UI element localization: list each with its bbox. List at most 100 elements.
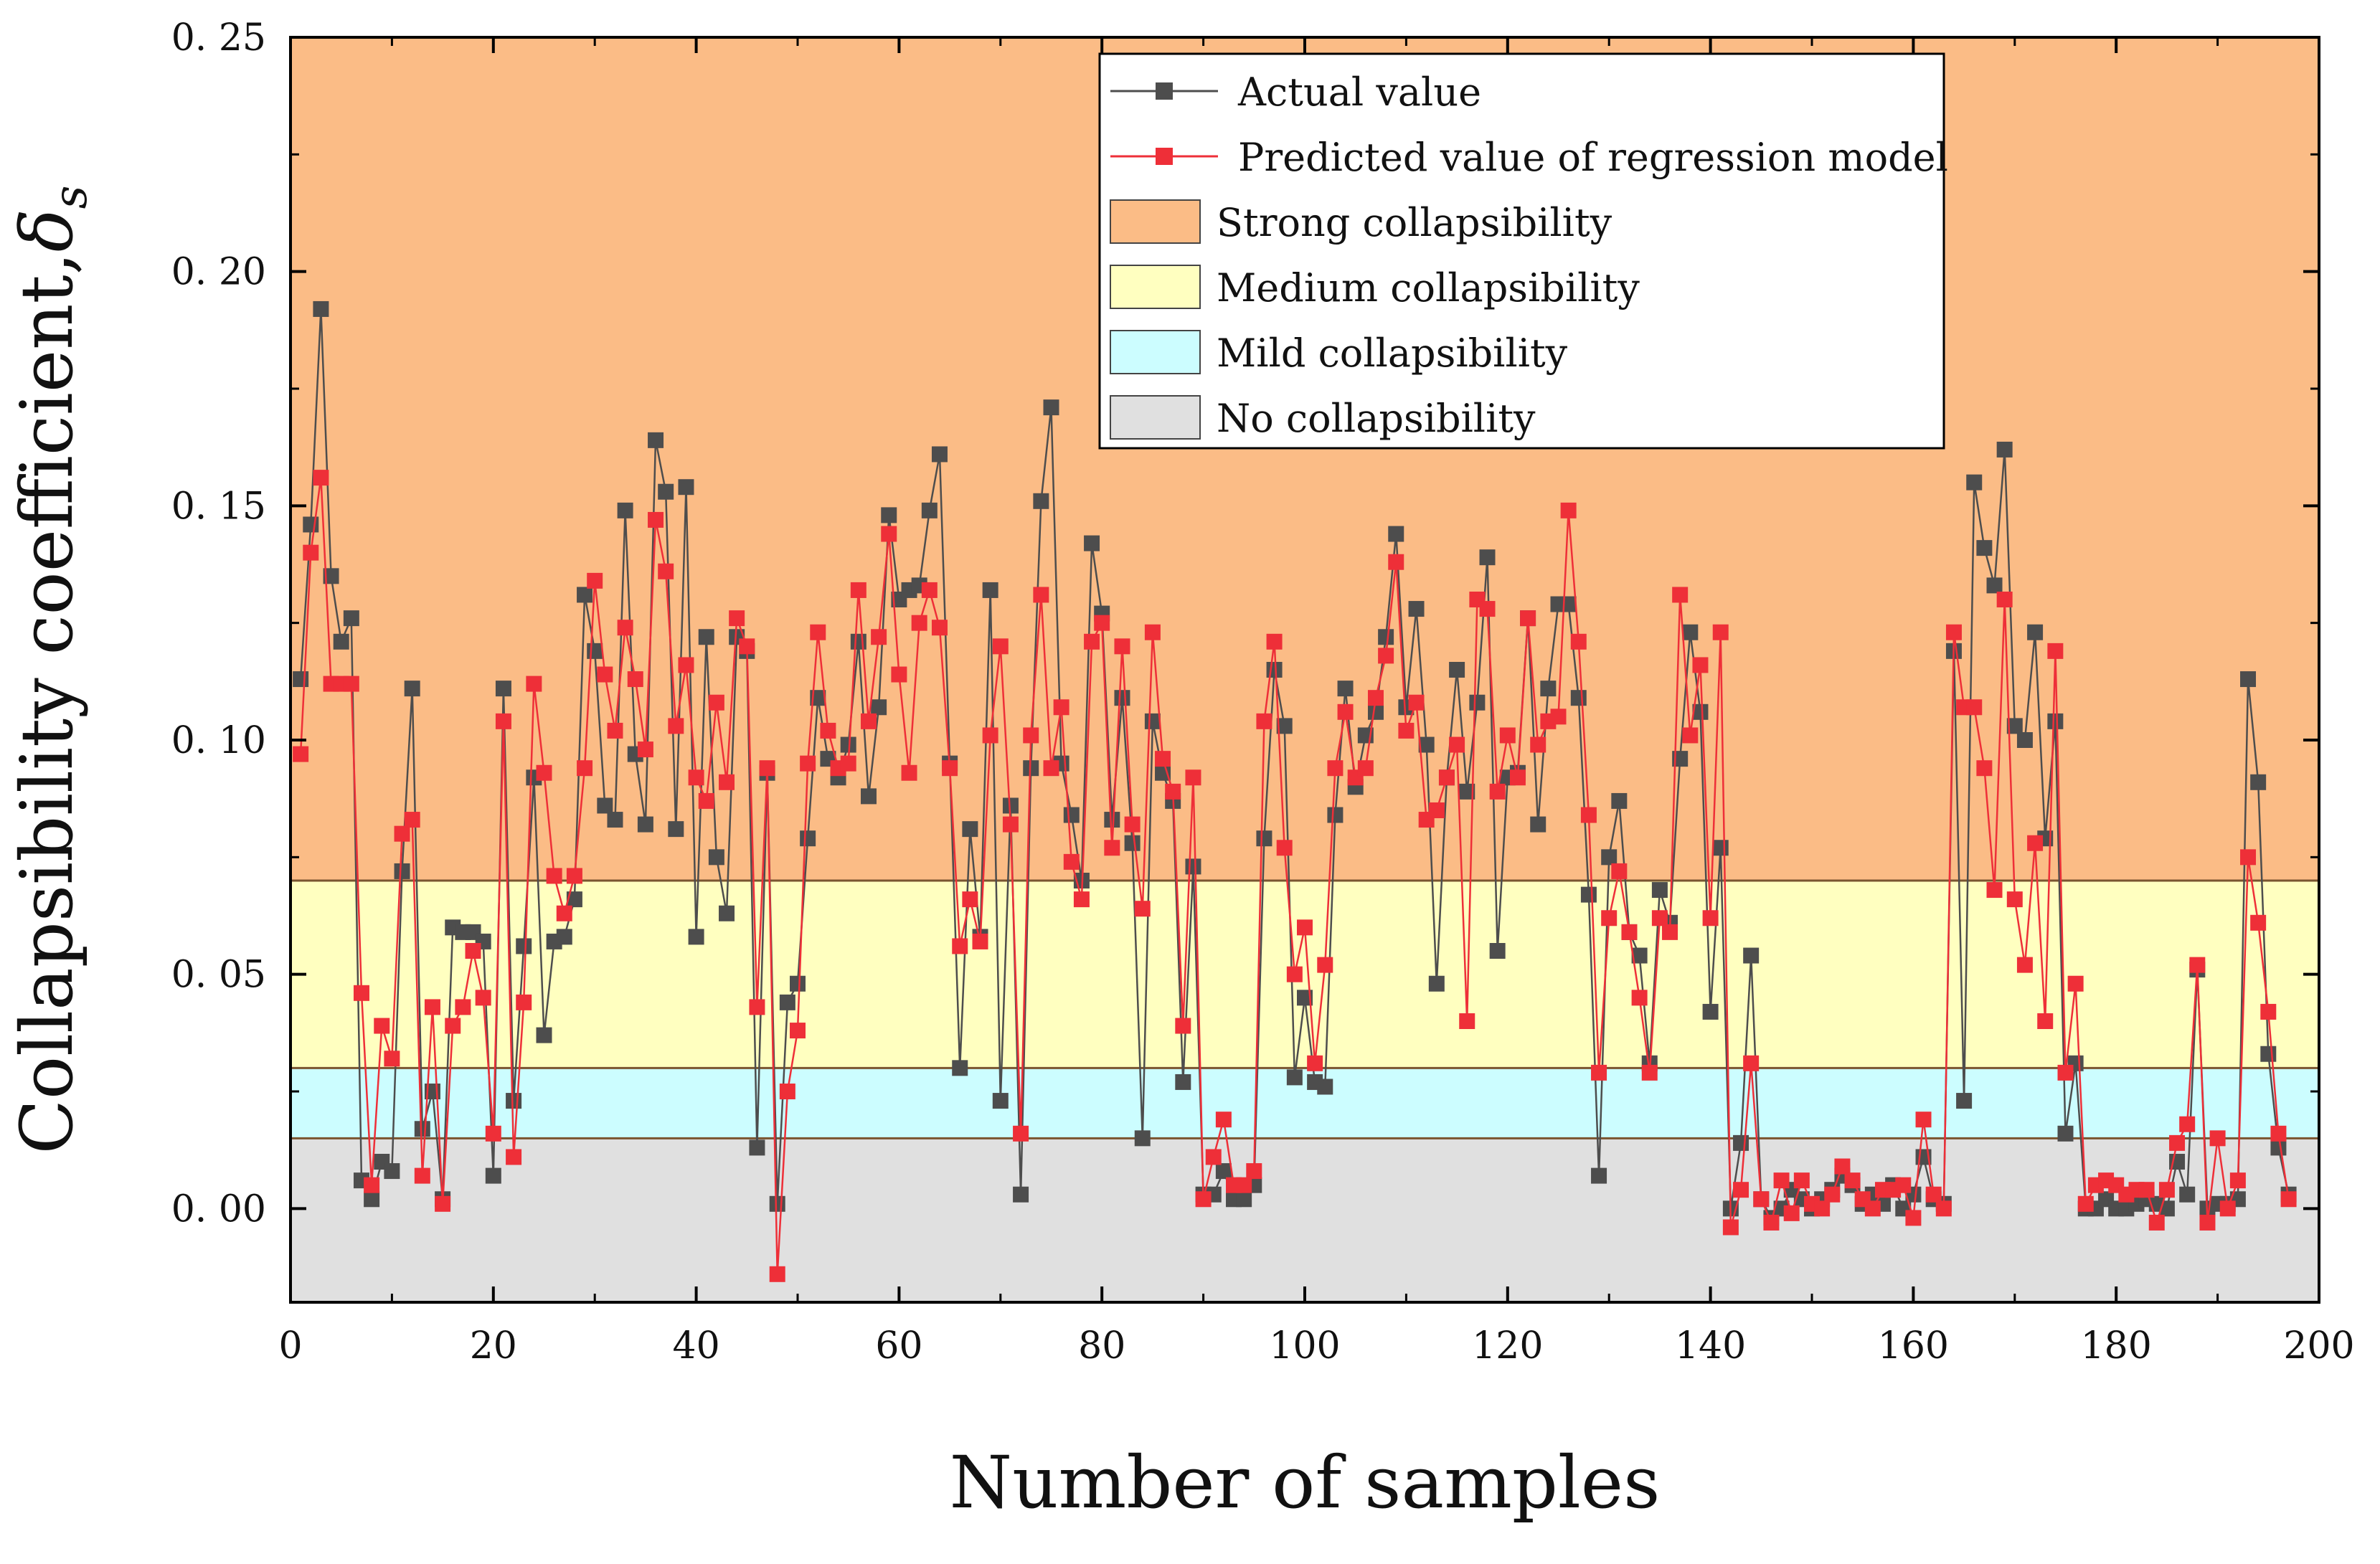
- data-point: [860, 788, 877, 805]
- data-point: [972, 933, 988, 949]
- data-point: [1591, 1064, 1607, 1081]
- data-point: [475, 990, 491, 1006]
- data-point: [1459, 783, 1475, 800]
- data-point: [1297, 919, 1313, 936]
- x-tick-label: 0: [278, 1324, 302, 1368]
- data-point: [1733, 1182, 1749, 1198]
- data-point: [2260, 1003, 2277, 1020]
- data-point: [1144, 624, 1161, 640]
- data-point: [1570, 633, 1587, 650]
- data-point: [2229, 1172, 2246, 1189]
- data-point: [1266, 633, 1283, 650]
- data-point: [1591, 1167, 1607, 1184]
- data-point: [1976, 540, 1993, 556]
- data-point: [2006, 891, 2023, 908]
- data-point: [506, 1093, 522, 1109]
- data-point: [1722, 1219, 1739, 1236]
- data-point: [1996, 441, 2013, 458]
- y-tick-label: 0. 05: [171, 954, 266, 997]
- data-point: [1956, 1093, 1973, 1109]
- data-point: [1743, 947, 1760, 964]
- data-point: [1702, 910, 1719, 926]
- y-axis-title-text: Collapsibility coefficient,: [5, 252, 89, 1155]
- data-point: [303, 544, 319, 561]
- data-point: [1733, 1134, 1749, 1151]
- legend-box: [1098, 52, 1945, 450]
- legend-patch: [1110, 330, 1201, 374]
- legend-label: Mild collapsibility: [1217, 331, 1568, 376]
- data-point: [1763, 1214, 1780, 1231]
- data-point: [1459, 1013, 1475, 1029]
- legend-patch: [1110, 395, 1201, 440]
- data-point: [1814, 1200, 1831, 1217]
- data-point: [962, 891, 978, 908]
- data-point: [850, 633, 866, 650]
- data-point: [1621, 924, 1638, 940]
- data-point: [708, 694, 724, 711]
- data-point: [1692, 657, 1709, 673]
- data-point: [1641, 1064, 1658, 1081]
- data-point: [1550, 708, 1567, 725]
- legend-marker: [1156, 148, 1173, 165]
- data-point: [1408, 694, 1425, 711]
- data-point: [1601, 849, 1618, 866]
- data-point: [992, 638, 1009, 655]
- data-point: [1631, 990, 1648, 1006]
- data-point: [1712, 624, 1729, 640]
- data-point: [364, 1191, 380, 1208]
- data-point: [414, 1167, 430, 1184]
- data-point: [1540, 681, 1557, 697]
- data-point: [587, 572, 603, 589]
- data-point: [516, 938, 532, 954]
- data-point: [1033, 587, 1049, 603]
- data-point: [1712, 840, 1729, 856]
- data-point: [1530, 816, 1546, 833]
- data-point: [2209, 1130, 2226, 1147]
- data-point: [1418, 736, 1435, 753]
- data-point: [1286, 1069, 1303, 1086]
- data-point: [1124, 835, 1141, 851]
- data-point: [1479, 601, 1496, 617]
- data-point: [982, 727, 998, 744]
- data-point: [495, 713, 511, 729]
- data-point: [637, 816, 653, 833]
- data-point: [1084, 535, 1100, 551]
- data-point: [1317, 957, 1333, 973]
- data-point: [607, 722, 623, 739]
- data-point: [931, 620, 948, 636]
- data-point: [1672, 587, 1689, 603]
- data-point: [577, 587, 593, 603]
- data-point: [1388, 526, 1404, 542]
- data-point: [303, 516, 319, 533]
- data-point: [860, 713, 877, 729]
- data-point: [1165, 783, 1181, 800]
- data-point: [1144, 713, 1161, 729]
- data-point: [678, 657, 694, 673]
- data-point: [942, 760, 958, 777]
- data-point: [2189, 957, 2206, 973]
- data-point: [1215, 1163, 1232, 1180]
- y-tick-label: 0. 15: [171, 485, 266, 528]
- data-point: [495, 681, 511, 697]
- data-point: [597, 666, 613, 683]
- data-point: [688, 929, 704, 945]
- data-point: [881, 526, 897, 542]
- data-point: [2057, 1064, 2074, 1081]
- data-point: [2067, 975, 2084, 992]
- data-point: [1966, 699, 1983, 716]
- data-point: [850, 582, 866, 598]
- data-point: [1185, 769, 1201, 786]
- data-point: [1945, 624, 1962, 640]
- data-point: [678, 479, 694, 496]
- data-point: [1104, 840, 1120, 856]
- data-point: [1915, 1112, 1932, 1128]
- x-axis-title: Number of samples: [950, 1441, 1661, 1525]
- data-point: [1793, 1172, 1810, 1189]
- y-tick-label: 0. 00: [171, 1188, 266, 1231]
- data-point: [617, 502, 633, 518]
- data-point: [2250, 914, 2267, 931]
- data-point: [921, 582, 938, 598]
- data-point: [343, 610, 359, 627]
- data-point: [790, 1023, 806, 1039]
